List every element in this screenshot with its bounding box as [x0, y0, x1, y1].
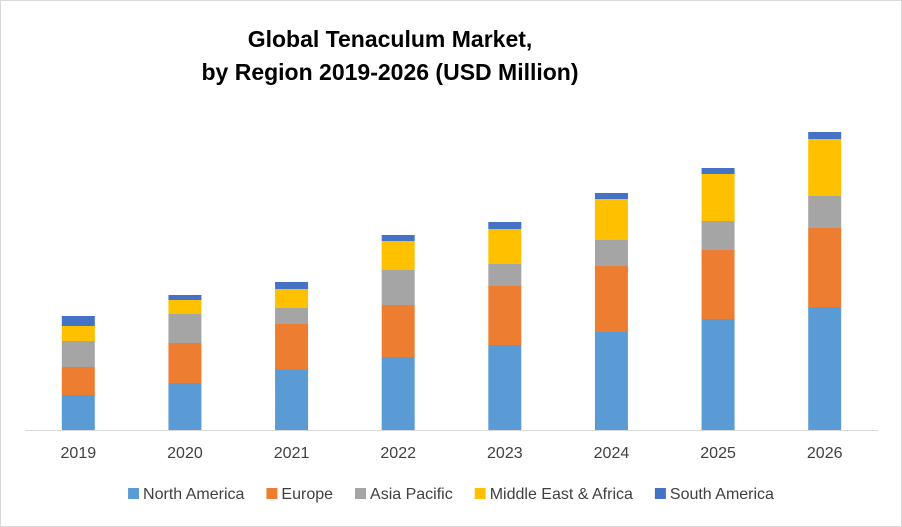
- x-tick-label: 2024: [594, 445, 630, 462]
- bar-segment: [701, 319, 735, 430]
- x-tick-label: 2019: [61, 445, 97, 462]
- bar-segment: [701, 221, 735, 250]
- bar-segment: [61, 316, 95, 326]
- x-tick-label: 2022: [380, 445, 416, 462]
- bar-segment: [381, 305, 415, 357]
- bar-segment: [808, 139, 842, 196]
- bar-segment: [594, 193, 628, 199]
- bar-segment: [61, 341, 95, 367]
- bar-segment: [808, 196, 842, 228]
- bar-segment: [594, 199, 628, 240]
- legend-swatch: [654, 488, 666, 499]
- bar-segment: [168, 383, 202, 430]
- bar-segment: [381, 357, 415, 430]
- bar-segment: [594, 240, 628, 266]
- bar-segment: [488, 222, 522, 229]
- bar-segment: [488, 286, 522, 345]
- bar-segment: [168, 343, 202, 383]
- legend-label: South America: [670, 486, 774, 503]
- bar-segment: [808, 228, 842, 307]
- legend-label: Asia Pacific: [370, 486, 453, 503]
- bar-segment: [594, 332, 628, 430]
- bar-segment: [701, 174, 735, 221]
- bar-segment: [488, 229, 522, 264]
- legend-swatch: [128, 488, 140, 499]
- x-tick-label: 2020: [167, 445, 203, 462]
- bar-segment: [701, 250, 735, 319]
- bar-segment: [61, 326, 95, 341]
- legend-label: Middle East & Africa: [490, 486, 633, 503]
- bar-segment: [488, 345, 522, 430]
- bar-segment: [701, 168, 735, 174]
- bar-segment: [61, 367, 95, 395]
- bar-segment: [275, 289, 309, 308]
- x-tick-label: 2021: [274, 445, 310, 462]
- bar-segment: [61, 395, 95, 430]
- bar-segment: [275, 282, 309, 289]
- bar-segment: [275, 308, 309, 324]
- legend-label: Europe: [281, 486, 333, 503]
- bar-segment: [808, 307, 842, 430]
- bar-segment: [381, 235, 415, 241]
- x-tick-label: 2026: [807, 445, 843, 462]
- bar-segment: [488, 264, 522, 286]
- x-tick-label: 2025: [700, 445, 736, 462]
- chart-title: Global Tenaculum Market,: [248, 26, 533, 52]
- bar-segment: [168, 295, 202, 300]
- legend-swatch: [266, 488, 278, 499]
- bar-segment: [168, 300, 202, 314]
- bar-segment: [381, 241, 415, 270]
- legend-swatch: [355, 488, 367, 499]
- bar-segment: [168, 314, 202, 343]
- chart-title: by Region 2019-2026 (USD Million): [201, 59, 578, 85]
- bar-segment: [594, 266, 628, 332]
- legend-label: North America: [143, 486, 244, 503]
- bar-segment: [275, 324, 309, 370]
- x-tick-label: 2023: [487, 445, 523, 462]
- bar-segment: [808, 132, 842, 139]
- bar-segment: [275, 370, 309, 430]
- bar-segment: [381, 270, 415, 305]
- legend-swatch: [474, 488, 486, 499]
